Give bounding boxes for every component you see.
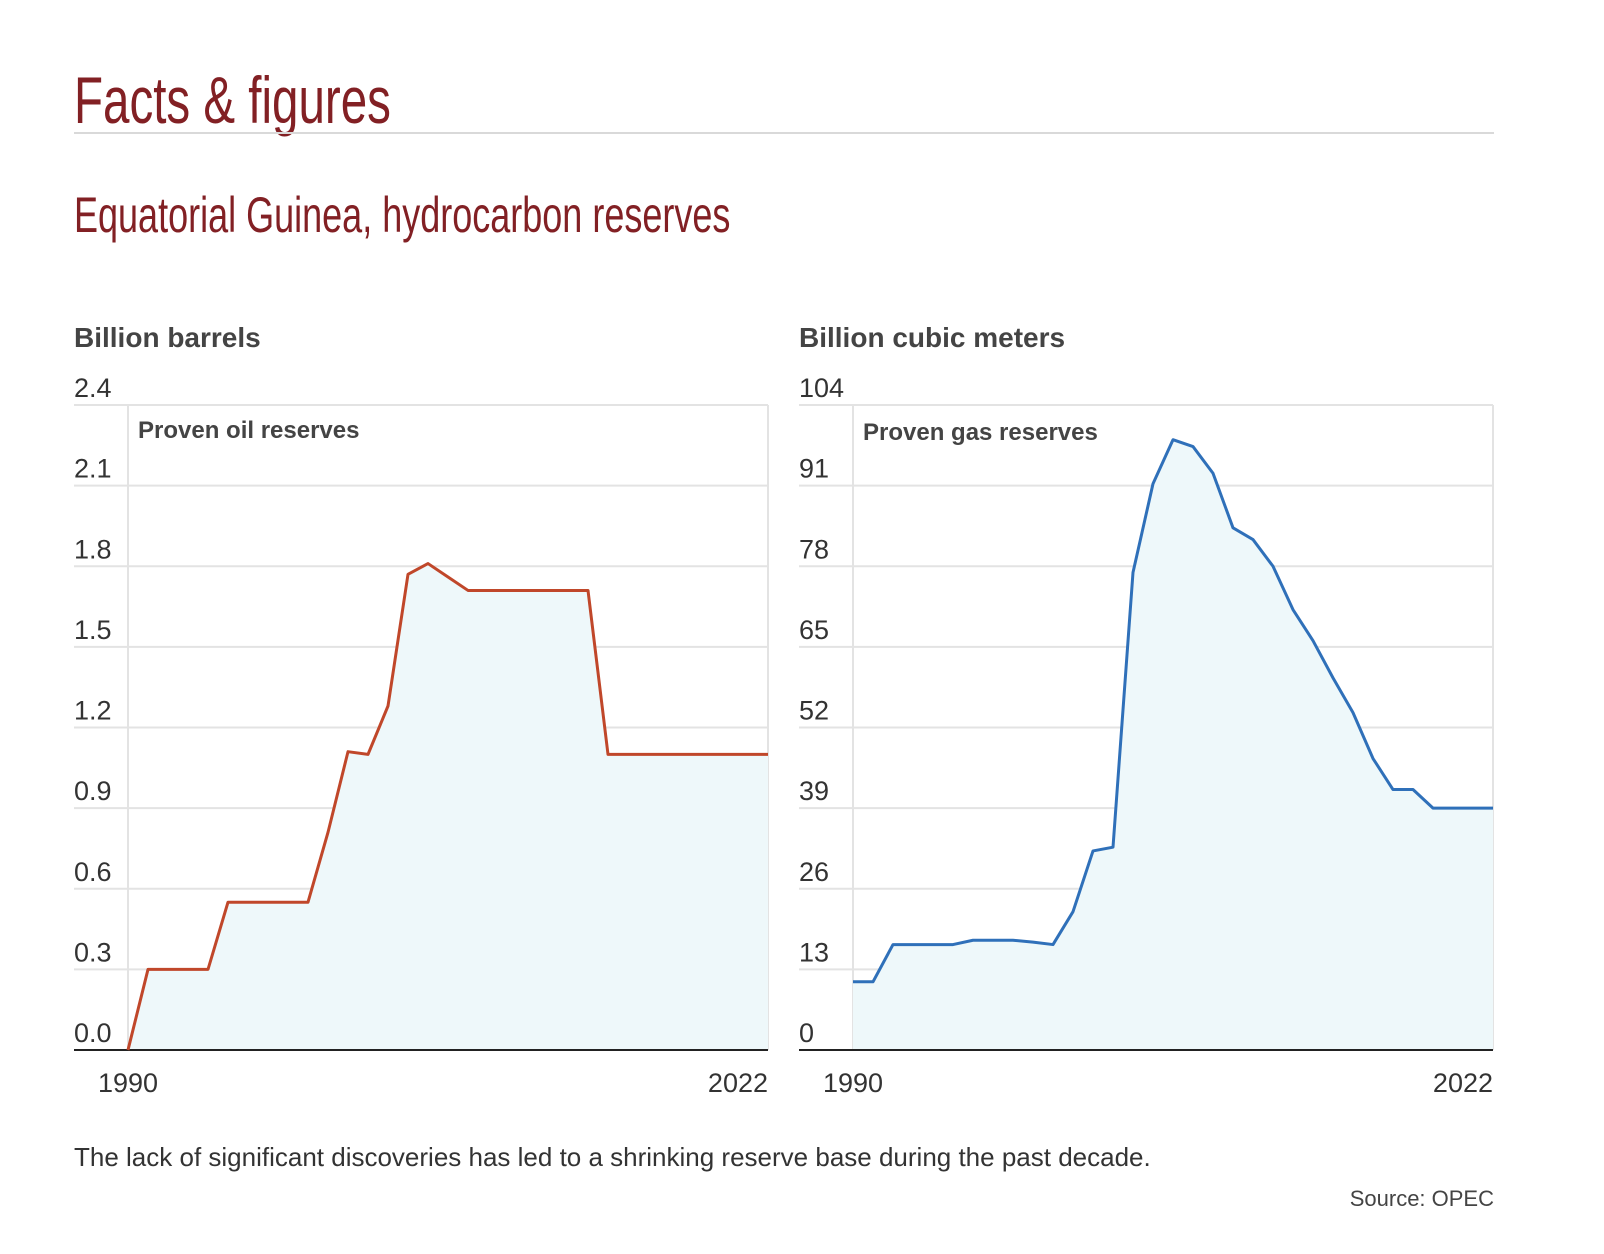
y-tick-label: 2.1 (74, 454, 112, 484)
x-tick-label: 1990 (823, 1068, 883, 1098)
x-tick-label: 2022 (1433, 1068, 1493, 1098)
y-tick-label: 1.8 (74, 534, 112, 564)
chart-gas: Billion cubic meters 0 13 26 39 52 65 78 91 104 Pr… (799, 322, 1494, 1098)
page-title: Facts & figures (74, 63, 391, 137)
series-line (126, 562, 768, 1051)
y-tick-label: 78 (799, 534, 829, 564)
y-axis-label: Billion cubic meters (799, 322, 1065, 353)
y-tick-label: 1.5 (74, 615, 112, 645)
y-tick-label: 0.0 (74, 1018, 112, 1048)
y-tick-label: 1.2 (74, 696, 112, 726)
y-tick-label: 26 (799, 857, 829, 887)
y-tick-label: 0.9 (74, 776, 112, 806)
chart-oil: Billion barrels 0.0 0.3 0.6 0.9 1.2 1.5 1.8 2.1 2… (74, 322, 769, 1098)
y-tick-label: 0 (799, 1018, 814, 1048)
caption: The lack of significant discoveries has … (74, 1142, 1151, 1172)
y-tick-label: 65 (799, 615, 829, 645)
series-line (853, 438, 1493, 984)
area-fill (853, 439, 1493, 1050)
area-fill (128, 563, 768, 1050)
source-note: Source: OPEC (1349, 1186, 1494, 1211)
series-title: Proven gas reserves (863, 419, 1098, 446)
y-tick-label: 52 (799, 696, 829, 726)
y-tick-label: 2.4 (74, 373, 112, 403)
y-tick-label: 104 (799, 373, 844, 403)
title-divider (74, 132, 1494, 134)
x-tick-label: 2022 (708, 1068, 768, 1098)
series-title: Proven oil reserves (138, 417, 359, 444)
y-tick-label: 0.6 (74, 857, 112, 887)
chart-group-title: Equatorial Guinea, hydrocarbon reserves (74, 187, 731, 243)
y-tick-label: 13 (799, 937, 829, 967)
y-tick-label: 39 (799, 776, 829, 806)
y-axis-label: Billion barrels (74, 322, 261, 353)
x-tick-label: 1990 (98, 1068, 158, 1098)
y-tick-label: 0.3 (74, 937, 112, 967)
y-tick-label: 91 (799, 454, 829, 484)
